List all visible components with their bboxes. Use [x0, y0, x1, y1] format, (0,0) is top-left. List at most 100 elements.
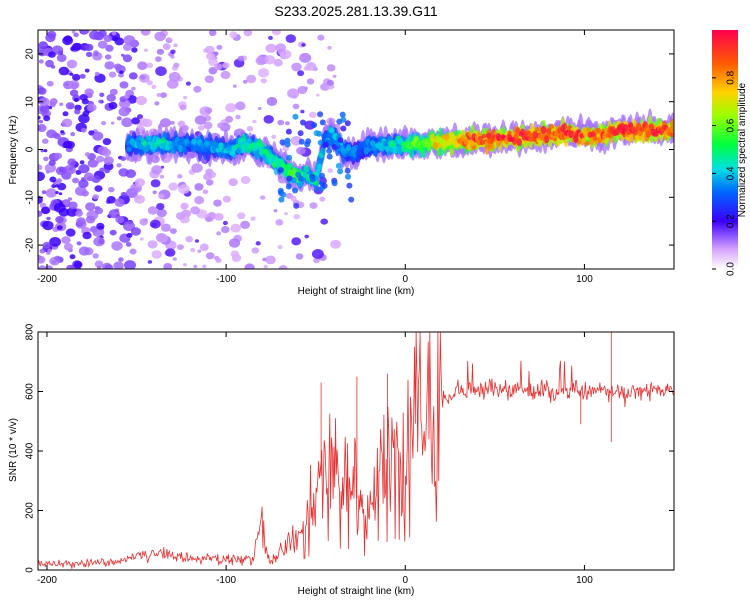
- noise-speckle: [97, 40, 108, 49]
- x-tick-label: -200: [37, 274, 57, 285]
- noise-speckle: [120, 156, 127, 162]
- ridge-mark: [326, 147, 333, 154]
- noise-speckle: [194, 115, 207, 125]
- noise-speckle: [125, 169, 136, 179]
- noise-speckle: [38, 59, 44, 64]
- noise-speckle: [330, 239, 341, 249]
- noise-speckle: [63, 243, 73, 251]
- noise-speckle: [152, 190, 157, 195]
- ridge-mark: [316, 163, 323, 171]
- noise-speckle: [271, 30, 281, 36]
- ridge-mark: [241, 134, 247, 143]
- ridge-mark: [313, 130, 320, 137]
- noise-speckle: [156, 233, 166, 242]
- noise-speckle: [311, 249, 324, 259]
- noise-speckle: [48, 159, 56, 166]
- noise-speckle: [108, 71, 117, 78]
- bottom-y-axis-label: SNR (10 * v/v): [8, 418, 19, 482]
- noise-speckle: [43, 149, 48, 153]
- noise-speckle: [82, 231, 92, 240]
- ridge-mark: [304, 164, 310, 173]
- noise-speckle: [162, 43, 171, 50]
- ridge-mark: [260, 142, 266, 148]
- noise-speckle: [158, 193, 165, 200]
- noise-speckle: [185, 81, 191, 86]
- noise-speckle: [55, 166, 67, 176]
- ridge-mark: [337, 168, 344, 175]
- noise-speckle: [277, 119, 285, 126]
- noise-speckle: [135, 95, 147, 106]
- noise-speckle: [86, 51, 93, 58]
- ridge-mark: [670, 118, 674, 129]
- noise-speckle: [84, 88, 94, 97]
- ridge-mark: [450, 134, 456, 141]
- ridge-mark: [286, 175, 293, 182]
- noise-speckle: [147, 240, 158, 249]
- noise-speckle: [213, 199, 222, 207]
- noise-speckle: [287, 88, 300, 99]
- noise-speckle: [297, 70, 305, 77]
- noise-speckle: [275, 43, 287, 52]
- ridge-mark: [597, 136, 603, 143]
- x-tick-label: 100: [576, 274, 593, 285]
- ridge-mark: [319, 172, 325, 179]
- noise-speckle: [279, 49, 292, 60]
- noise-speckle: [308, 111, 317, 119]
- noise-speckle: [72, 177, 79, 184]
- ridge-mark: [561, 122, 568, 130]
- chart-title: S233.2025.281.13.39.G11: [274, 3, 437, 19]
- noise-speckle: [71, 30, 76, 34]
- ridge-mark: [345, 144, 352, 152]
- noise-speckle: [160, 92, 167, 98]
- noise-speckle: [194, 196, 205, 205]
- noise-speckle: [225, 103, 237, 113]
- ridge-mark: [489, 143, 495, 151]
- noise-speckle: [78, 164, 90, 174]
- noise-speckle: [146, 80, 153, 86]
- y-tick-label: 200: [25, 502, 36, 519]
- noise-speckle: [69, 254, 76, 260]
- ridge-mark: [320, 147, 326, 155]
- ridge-mark: [384, 145, 390, 152]
- noise-speckle: [66, 207, 78, 217]
- noise-speckle: [137, 61, 148, 70]
- noise-speckle: [250, 216, 256, 221]
- noise-speckle: [332, 74, 337, 78]
- noise-speckle: [197, 249, 202, 253]
- y-tick-label: 0: [25, 567, 36, 573]
- noise-speckle: [38, 254, 42, 260]
- noise-speckle: [113, 261, 124, 269]
- noise-speckle: [155, 56, 162, 62]
- ridge-mark: [322, 141, 329, 148]
- noise-speckle: [139, 218, 148, 226]
- noise-speckle: [108, 97, 114, 101]
- noise-speckle: [244, 263, 255, 269]
- noise-speckle: [73, 97, 79, 102]
- noise-speckle: [166, 37, 172, 42]
- noise-speckle: [230, 250, 240, 258]
- noise-speckle: [45, 33, 56, 43]
- noise-speckle: [290, 195, 297, 202]
- noise-speckle: [108, 209, 120, 219]
- noise-speckle: [172, 257, 177, 261]
- noise-speckle: [149, 219, 161, 229]
- noise-speckle: [58, 192, 63, 196]
- noise-speckle: [160, 118, 171, 128]
- ridge-mark: [344, 120, 351, 127]
- noise-speckle: [38, 265, 47, 269]
- noise-speckle: [118, 72, 124, 78]
- noise-speckle: [53, 202, 66, 213]
- noise-speckle: [111, 241, 123, 251]
- ridge-mark: [311, 122, 318, 128]
- noise-speckle: [156, 208, 167, 218]
- noise-speckle: [176, 244, 184, 251]
- y-tick-label: 10: [25, 96, 36, 108]
- noise-speckle: [59, 102, 64, 107]
- noise-speckle: [103, 156, 114, 165]
- noise-speckle: [122, 54, 132, 63]
- noise-speckle: [221, 226, 230, 234]
- heatmap-area: [38, 30, 674, 269]
- ridge-mark: [285, 183, 292, 190]
- noise-speckle: [118, 257, 124, 262]
- noise-speckle: [75, 210, 83, 217]
